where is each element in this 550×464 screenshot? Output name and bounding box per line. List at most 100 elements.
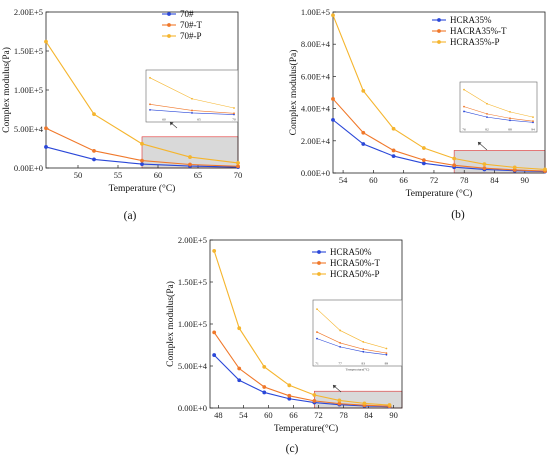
data-point	[262, 390, 267, 395]
inset-series-line-2	[316, 308, 387, 349]
legend-marker	[317, 272, 321, 276]
y-tick-label: 0.00E+0	[14, 163, 43, 173]
y-tick-label: 5.00E+4	[14, 124, 44, 134]
data-point	[482, 162, 487, 167]
y-tick-label: 1.50E+5	[14, 46, 43, 56]
inset-x-tick-label: 94	[531, 128, 535, 132]
x-tick-label: 60	[154, 170, 163, 180]
legend-label: 70#	[180, 9, 194, 19]
inset-series-line-1	[316, 331, 387, 354]
inset-data-point	[385, 353, 388, 356]
data-point	[212, 353, 217, 357]
legend-marker	[437, 40, 441, 44]
inset-data-point	[316, 331, 318, 333]
inset-data-point	[509, 119, 511, 122]
legend-marker	[437, 18, 441, 22]
x-tick-label: 54	[239, 410, 248, 420]
series-line-0	[213, 354, 390, 408]
data-point	[391, 148, 396, 153]
data-point	[361, 130, 366, 135]
x-tick-label: 78	[460, 175, 469, 185]
inset-data-point	[339, 345, 342, 348]
y-tick-label: 0.00E+0	[178, 403, 207, 413]
data-point	[262, 385, 267, 389]
inset-data-point	[362, 341, 365, 343]
inset-frame	[312, 299, 403, 367]
data-point	[140, 158, 144, 163]
data-point	[44, 126, 48, 131]
y-tick-label: 2.00E+5	[14, 7, 43, 17]
zoom-arrow-head	[478, 142, 482, 146]
y-tick-label: 1.00E+5	[301, 7, 330, 17]
inset-x-tick-label: 82	[485, 128, 489, 132]
x-tick-label: 84	[364, 410, 373, 420]
data-point	[387, 403, 392, 407]
data-point	[236, 161, 240, 165]
data-point	[421, 158, 426, 163]
x-tick-label: 70	[234, 170, 243, 180]
zoom-arrow-head	[333, 385, 337, 389]
panel-label: (a)	[124, 210, 137, 222]
data-point	[331, 13, 335, 18]
chart-panel-1: 0.00E+0 2.00E+4 4.00E+4 6.00E+4 8.00E+4 1.00E…	[288, 7, 547, 221]
data-point	[237, 326, 242, 331]
inset-data-point	[339, 342, 342, 344]
inset-data-point	[509, 110, 511, 113]
inset-data-point	[463, 110, 465, 113]
data-point	[287, 396, 292, 401]
series-line-2	[213, 250, 390, 406]
data-point	[262, 364, 267, 369]
y-tick-label: 2.00E+5	[178, 235, 207, 245]
legend-label: HCRA35%	[450, 15, 492, 25]
x-tick-label: 90	[389, 410, 398, 420]
data-point	[140, 162, 144, 167]
data-point	[452, 156, 457, 161]
inset-data-point	[191, 97, 193, 100]
legend-label: HCRA50%	[330, 247, 372, 257]
data-point	[92, 112, 96, 117]
y-axis-title: Complex modulus(Pa)	[288, 50, 299, 136]
data-point	[543, 167, 547, 172]
legend-marker	[167, 23, 171, 27]
series-line-2	[332, 15, 546, 171]
inset-x-tick-label: 60	[162, 118, 166, 122]
inset-data-point	[316, 308, 318, 310]
legend-label: HCRA50%-P	[330, 269, 380, 279]
x-tick-label: 78	[339, 410, 348, 420]
inset-data-point	[385, 352, 388, 355]
x-tick-label: 66	[399, 175, 408, 185]
inset-x-tick-label: 70	[232, 118, 236, 122]
data-point	[237, 366, 242, 371]
inset-data-point	[362, 348, 365, 351]
legend-marker	[167, 12, 171, 16]
x-tick-label: 72	[314, 410, 323, 420]
x-tick-label: 60	[369, 175, 378, 185]
x-axis-title: Temperature(°C)	[274, 423, 338, 434]
data-point	[236, 164, 240, 169]
data-point	[512, 165, 517, 170]
inset-x-tick-label: 76	[462, 128, 466, 132]
y-tick-label: 8.00E+4	[301, 39, 331, 49]
inset-series-line-1	[463, 106, 534, 122]
data-point	[287, 383, 292, 388]
inset-data-point	[149, 108, 151, 111]
legend-marker	[317, 250, 321, 254]
inset-data-point	[532, 116, 534, 119]
x-tick-label: 60	[264, 410, 273, 420]
panel-label: (c)	[286, 443, 299, 455]
inset-data-point	[233, 107, 235, 109]
data-point	[331, 117, 335, 122]
data-point	[391, 154, 396, 158]
panel-label: (b)	[451, 209, 465, 221]
inset-data-point	[463, 88, 465, 91]
series-line-1	[213, 332, 390, 407]
y-axis-title: Complex modulus(Pa)	[165, 281, 176, 367]
inset-x-title: Temperature(°C)	[346, 368, 371, 372]
inset-x-tick-label: 89	[385, 362, 389, 366]
x-tick-label: 50	[74, 170, 83, 180]
inset-data-point	[191, 109, 193, 112]
x-tick-label: 90	[521, 175, 530, 185]
data-point	[362, 401, 367, 406]
inset-data-point	[339, 329, 342, 332]
